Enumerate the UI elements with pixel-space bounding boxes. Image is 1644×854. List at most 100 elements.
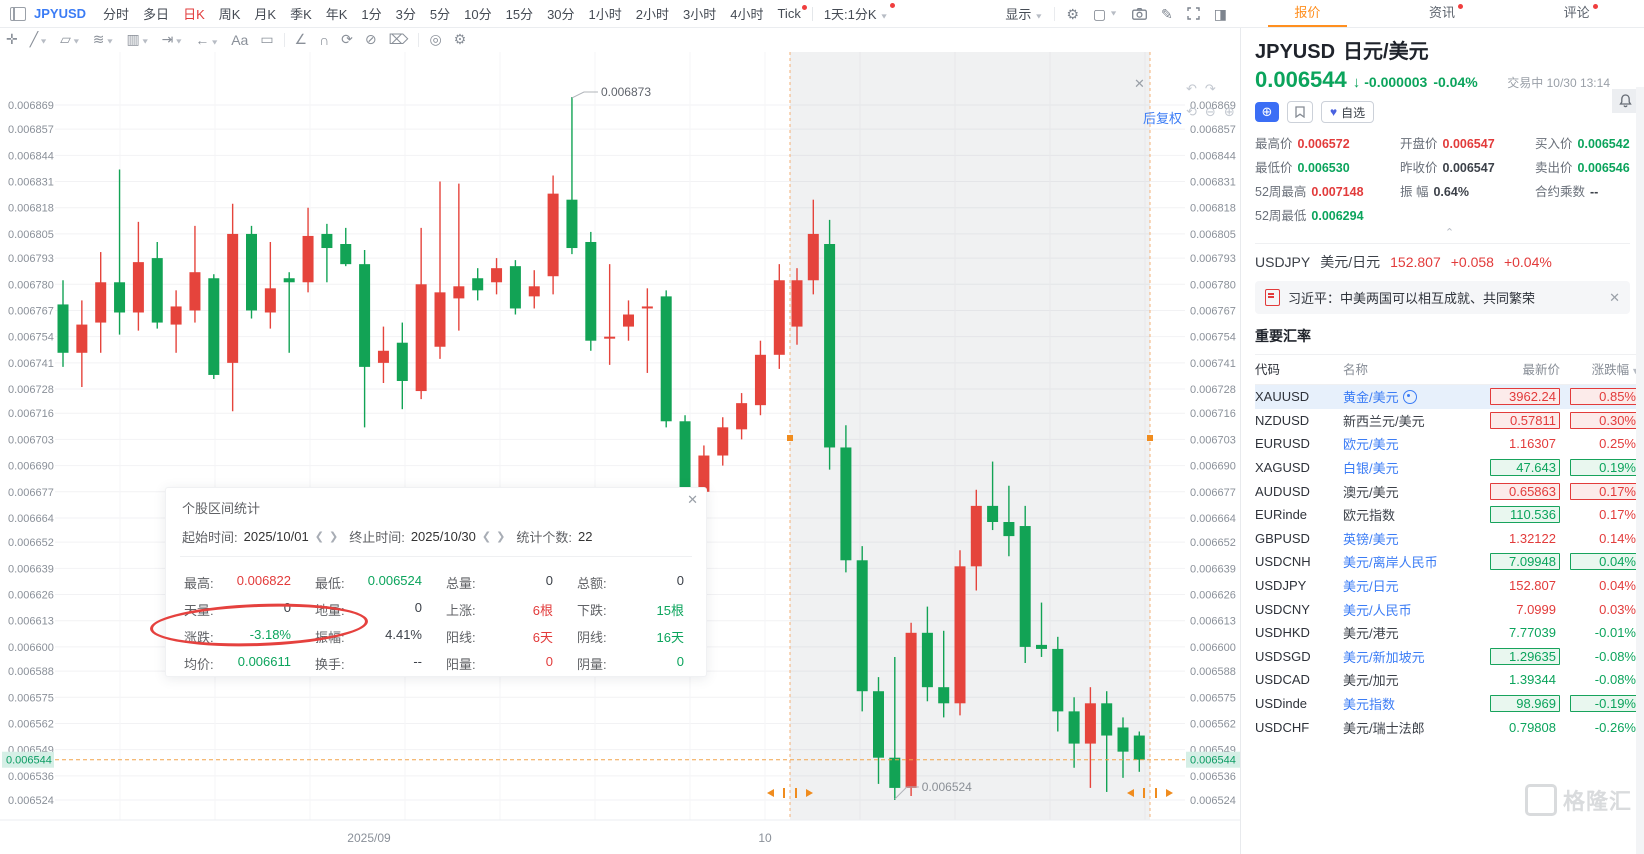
arrow-tool-icon[interactable]: ←▼ — [195, 31, 220, 48]
news-text[interactable]: 习近平：中美两国可以相互成就、共同繁荣 — [1288, 291, 1536, 306]
candlestick-chart-area[interactable]: 0.006869 0.006869 0.006857 0.006857 0.006844… — [0, 52, 1240, 854]
news-ticker[interactable]: 习近平：中美两国可以相互成就、共同繁荣 ✕ — [1255, 281, 1630, 314]
quote-开盘价: 开盘价 0.006547 — [1400, 137, 1495, 151]
undo-icon[interactable]: ↶ — [1186, 81, 1197, 96]
continuous-draw-icon[interactable]: ⟳ — [341, 31, 353, 47]
panel-tab-报价[interactable]: 报价 — [1240, 0, 1375, 27]
selection-close-icon[interactable]: ✕ — [1134, 76, 1145, 91]
fx-row-USDJPY[interactable]: USDJPY 美元/日元 152.807 0.04% — [1255, 578, 1636, 595]
table-header[interactable]: 代码 名称 最新价 涨跌幅▼ — [1255, 354, 1644, 385]
wave-icon[interactable]: ≋▼ — [92, 31, 115, 47]
reset-view-icon[interactable]: ⟲ — [1186, 104, 1197, 119]
symbol-label[interactable]: JPYUSD — [34, 6, 87, 21]
market-globe-button[interactable]: ⊕ — [1255, 102, 1279, 122]
selection-left-handle[interactable] — [787, 435, 793, 441]
magnet-icon[interactable]: ∩ — [319, 31, 330, 48]
collapse-sidebar-icon[interactable] — [10, 6, 26, 21]
sidepanel-icon[interactable]: ◨ — [1213, 5, 1227, 22]
start-date-value[interactable]: 2025/10/01 — [243, 529, 309, 544]
delete-drawings-icon[interactable]: ⌦ — [388, 31, 409, 47]
fx-row-USDSGD[interactable]: USDSGD 美元/新加坡元 1.29635 -0.08% — [1255, 647, 1636, 665]
collapse-chevron-icon[interactable]: ⌃ — [1444, 227, 1455, 239]
fx-row-USDCAD[interactable]: USDCAD 美元/加元 1.39344 -0.08% — [1255, 672, 1636, 689]
start-date-stepper-icon[interactable]: ❮ ❯ — [314, 531, 340, 543]
bookmark-button[interactable] — [1287, 101, 1313, 123]
pan-cross-icon[interactable]: ✛ — [6, 31, 18, 47]
y-axis-label: 0.006818 — [8, 203, 54, 215]
fx-row-NZDUSD[interactable]: NZDUSD 新西兰元/美元 0.57811 0.30% — [1255, 409, 1644, 433]
timeframe-5分[interactable]: 5分 — [429, 7, 451, 22]
fx-row-USDCNH[interactable]: USDCNH 美元/离岸人民币 7.09948 0.04% — [1255, 550, 1644, 574]
timeframe-4小时[interactable]: 4小时 — [730, 7, 764, 22]
selection-right-handle[interactable] — [1147, 435, 1153, 441]
y-axis-label: 0.006844 — [1190, 150, 1236, 162]
timeframe-月K[interactable]: 月K — [254, 7, 277, 22]
timeframe-1分[interactable]: 1分 — [361, 7, 382, 22]
camera-icon[interactable] — [1132, 7, 1147, 20]
draw-settings-icon[interactable]: ⚙ — [453, 31, 467, 47]
y-axis-label: 0.006536 — [1190, 771, 1236, 783]
fx-row-EURUSD[interactable]: EURUSD 欧元/美元 1.16307 0.25% — [1255, 436, 1636, 453]
timeframe-15分[interactable]: 15分 — [505, 7, 534, 22]
end-date-stepper-icon[interactable]: ❮ ❯ — [481, 531, 507, 543]
timeframe-周K[interactable]: 周K — [218, 7, 241, 22]
angle-icon[interactable]: ∠ — [294, 31, 308, 47]
redo-icon[interactable]: ↷ — [1204, 81, 1216, 96]
timeframe-分时[interactable]: 分时 — [103, 7, 130, 22]
fx-row-USDHKD[interactable]: USDHKD 美元/港元 7.77039 -0.01% — [1255, 625, 1636, 642]
y-axis-label: 0.006703 — [8, 434, 54, 446]
timeframe-3分[interactable]: 3分 — [395, 7, 416, 22]
add-watchlist-button[interactable]: ♥ 自选 — [1321, 101, 1375, 123]
panel-tab-资讯[interactable]: 资讯 — [1375, 0, 1510, 27]
timeframe-10分[interactable]: 10分 — [464, 7, 492, 22]
measure-icon[interactable]: ⇥▼ — [161, 31, 184, 47]
timeframe-日K[interactable]: 日K — [183, 7, 205, 22]
fx-row-USDCNY[interactable]: USDCNY 美元/人民币 7.0999 0.03% — [1255, 601, 1636, 618]
timeframe-1小时[interactable]: 1小时 — [588, 7, 622, 22]
candlestick-svg[interactable]: 0.006869 0.006869 0.006857 0.006857 0.006844… — [0, 52, 1240, 854]
quote-买入价: 买入价 0.006542 — [1535, 137, 1630, 151]
news-close-icon[interactable]: ✕ — [1609, 289, 1620, 305]
zoom-out-icon[interactable]: ⊖ — [1204, 104, 1216, 119]
stat-tool-icon[interactable]: ▥▼ — [126, 31, 150, 47]
hide-drawings-icon[interactable]: ⊘ — [364, 31, 377, 47]
fx-row-EURinde[interactable]: EURinde 欧元指数 110.536 0.17% — [1255, 506, 1636, 524]
timeframe-Tick[interactable]: Tick — [770, 5, 807, 21]
y-axis-label: 0.006767 — [8, 305, 54, 317]
timeframe-30分[interactable]: 30分 — [547, 7, 575, 22]
timeframe-2小时[interactable]: 2小时 — [635, 7, 669, 22]
timeframe-1天:1分K[interactable]: 1天:1分K ▼ — [817, 3, 896, 23]
red-dot-badge — [801, 5, 807, 10]
timeframe-年K[interactable]: 年K — [325, 7, 348, 22]
gear-icon[interactable]: ⚙ — [1066, 5, 1079, 22]
shape-icon[interactable]: ▱▼ — [60, 31, 81, 47]
pencil-icon[interactable]: ✎ — [1161, 5, 1173, 22]
display-menu[interactable]: 显示 ▼ — [1005, 7, 1044, 22]
stat-count-value: 22 — [578, 529, 593, 544]
compare-icon[interactable]: ◎ — [429, 31, 442, 47]
panel-tab-评论[interactable]: 评论 — [1509, 0, 1644, 27]
fx-row-USDinde[interactable]: USDinde 美元指数 98.969 -0.19% — [1255, 692, 1644, 716]
selection-region[interactable] — [790, 52, 1150, 820]
layout-square-icon[interactable]: ▢ ▼ — [1092, 5, 1119, 22]
timeframe-3小时[interactable]: 3小时 — [683, 7, 717, 22]
trendline-icon[interactable]: ╱▼ — [29, 31, 49, 47]
popup-close-icon[interactable]: ✕ — [687, 492, 698, 507]
fx-row-XAUUSD[interactable]: XAUUSD 黄金/美元 3962.24 0.85% — [1255, 385, 1644, 409]
zoom-in-icon[interactable]: ⊕ — [1223, 104, 1235, 119]
fx-row-XAGUSD[interactable]: XAGUSD 白银/美元 47.643 0.19% — [1255, 456, 1644, 480]
timeframe-季K[interactable]: 季K — [290, 7, 312, 22]
fx-row-GBPUSD[interactable]: GBPUSD 英镑/美元 1.32122 0.14% — [1255, 530, 1636, 547]
stat-最低: 最低: 0.006524 — [315, 573, 422, 591]
end-date-value[interactable]: 2025/10/30 — [410, 529, 476, 544]
adjust-mode-link[interactable]: 后复权 — [1143, 111, 1183, 126]
fx-row-AUDUSD[interactable]: AUDUSD 澳元/美元 0.65863 0.17% — [1255, 479, 1644, 503]
alert-bell-icon[interactable] — [1612, 89, 1638, 113]
fullscreen-icon[interactable] — [1187, 7, 1200, 20]
comment-icon[interactable]: ▭ — [260, 31, 274, 47]
related-pair-row[interactable]: USDJPY 美元/日元 152.807 +0.058 +0.04% — [1255, 254, 1552, 270]
panel-scrollbar[interactable] — [1636, 87, 1644, 854]
text-tool-icon[interactable]: Aa — [231, 31, 249, 48]
fx-row-USDCHF[interactable]: USDCHF 美元/瑞士法郎 0.79808 -0.26% — [1255, 719, 1636, 736]
timeframe-多日[interactable]: 多日 — [143, 7, 170, 22]
